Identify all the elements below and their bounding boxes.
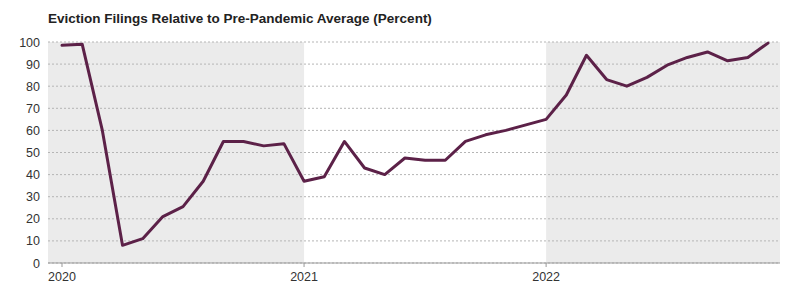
- chart-root: Eviction Filings Relative to Pre-Pandemi…: [0, 0, 800, 297]
- y-tick-label: 90: [26, 58, 40, 72]
- grid-line: [48, 174, 780, 175]
- chart-svg: Eviction Filings Relative to Pre-Pandemi…: [0, 0, 800, 297]
- grid-line: [48, 130, 780, 131]
- chart-title: Eviction Filings Relative to Pre-Pandemi…: [48, 11, 432, 26]
- y-tick-label: 40: [26, 168, 40, 182]
- y-tick-label: 80: [26, 80, 40, 94]
- grid-line: [48, 218, 780, 219]
- x-tick-label: 2020: [48, 270, 76, 284]
- grid-line: [48, 196, 780, 197]
- x-axis-line: [48, 263, 780, 264]
- x-tick: [62, 263, 63, 267]
- grid-line: [48, 42, 780, 43]
- y-tick-label: 50: [26, 146, 40, 160]
- y-tick-label: 30: [26, 190, 40, 204]
- grid-line: [48, 263, 780, 264]
- grid-line: [48, 240, 780, 241]
- x-tick: [304, 263, 305, 267]
- x-tick: [546, 263, 547, 267]
- x-tick-label: 2022: [532, 270, 560, 284]
- y-tick-label: 10: [26, 234, 40, 248]
- x-tick-label: 2021: [290, 270, 318, 284]
- y-tick-label: 0: [33, 257, 40, 271]
- y-tick-label: 20: [26, 212, 40, 226]
- y-tick-label: 60: [26, 124, 40, 138]
- grid-line: [48, 86, 780, 87]
- grid-line: [48, 152, 780, 153]
- plot-area: [62, 43, 768, 245]
- y-tick-label: 70: [26, 102, 40, 116]
- grid-line: [48, 108, 780, 109]
- data-line: [62, 43, 768, 245]
- y-tick-label: 100: [19, 36, 40, 50]
